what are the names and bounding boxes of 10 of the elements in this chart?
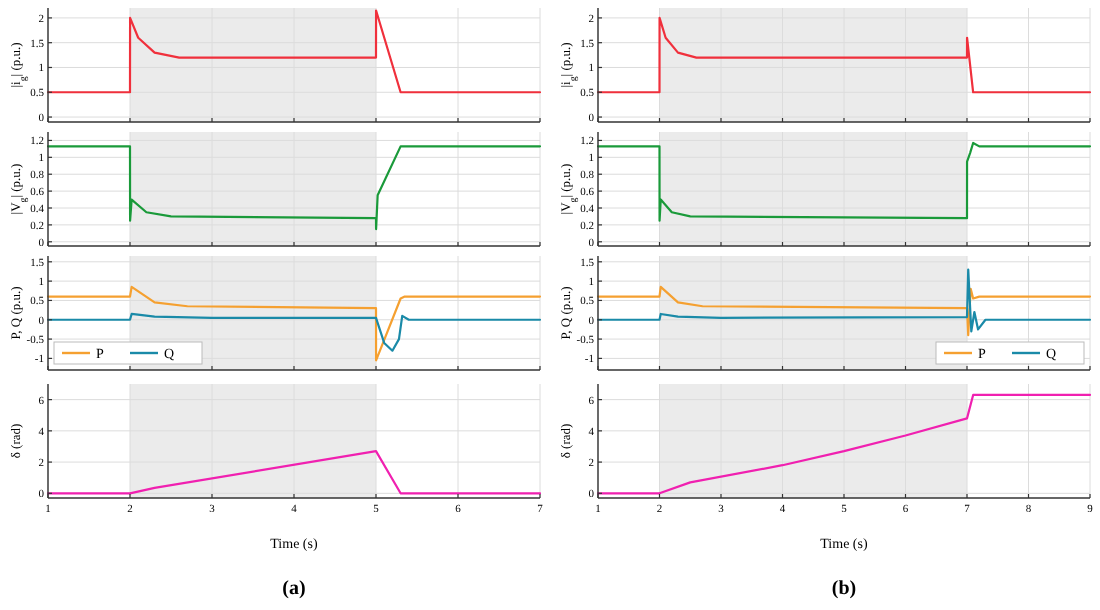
line-series <box>46 145 542 231</box>
line-series <box>596 16 1092 94</box>
line-series <box>596 285 1092 337</box>
text: (a) <box>282 578 306 600</box>
line-series <box>596 141 1092 222</box>
line-series <box>46 312 542 352</box>
line-series <box>46 9 542 94</box>
line-series <box>46 285 542 362</box>
line-series <box>596 268 1092 333</box>
text: (b) <box>831 578 857 600</box>
